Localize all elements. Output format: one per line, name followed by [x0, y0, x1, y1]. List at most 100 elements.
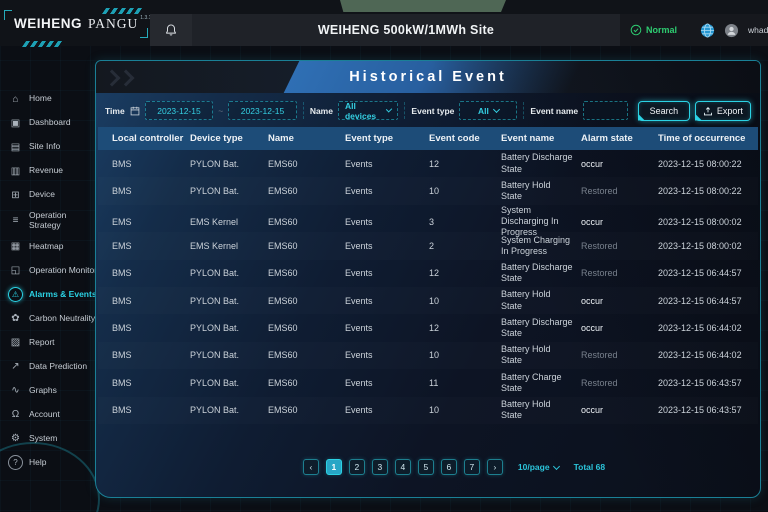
table-cell: Battery Charge State	[501, 371, 562, 393]
table-cell: BMS	[112, 377, 132, 388]
table-row[interactable]: BMS PYLON Bat. EMS60 Events 10 Battery Hold S…	[98, 342, 758, 369]
alarm-state-cell: Restored	[581, 377, 618, 388]
device-select[interactable]: All devices	[337, 101, 399, 121]
table-row[interactable]: BMS PYLON Bat. EMS60 Events 12 Battery Discha…	[98, 260, 758, 287]
alarm-state-cell: Restored	[581, 350, 618, 361]
table-cell: 2023-12-15 06:44:57	[658, 268, 742, 279]
table-cell: PYLON Bat.	[190, 405, 240, 416]
date-to-input[interactable]: 2023-12-15	[228, 101, 297, 120]
table-row[interactable]: BMS PYLON Bat. EMS60 Events 10 Battery Hold S…	[98, 397, 758, 424]
logo: WEIHENG PANGU 1.3.1	[14, 15, 151, 33]
search-button[interactable]: Search	[637, 100, 690, 121]
globe-icon[interactable]	[700, 23, 715, 38]
table-cell: EMS60	[268, 323, 298, 334]
table-cell: PYLON Bat.	[190, 377, 240, 388]
column-header-alarm-state: Alarm state	[581, 133, 633, 144]
sidebar-item-report[interactable]: ▨ Report	[0, 334, 95, 352]
event-type-label: Event type	[411, 105, 455, 116]
sidebar-item-carbon-neutrality[interactable]: ✿ Carbon Neutrality	[0, 310, 95, 328]
date-range-separator: ~	[218, 105, 224, 116]
sidebar-item-system[interactable]: ⚙ System	[0, 430, 95, 448]
event-name-label: Event name	[530, 105, 579, 116]
dashboard-icon: ▣	[10, 117, 21, 129]
event-type-select[interactable]: All	[459, 101, 518, 120]
home-icon: ⌂	[12, 93, 19, 105]
chevron-down-icon	[492, 105, 500, 114]
sidebar-item-site-info[interactable]: ▤ Site Info	[0, 138, 95, 156]
table-row[interactable]: EMS EMS Kernel EMS60 Events 3 System Discharg…	[98, 205, 758, 238]
system-icon: ⚙	[11, 433, 20, 445]
table-cell: EMS60	[268, 240, 298, 251]
prev-page-button[interactable]: ‹	[302, 459, 319, 475]
report-icon: ▨	[10, 337, 21, 349]
sidebar-item-label: Account	[29, 408, 60, 419]
historical-event-panel: Historical Event Time 2023-12-15 ~ 2023-…	[95, 60, 761, 498]
table-cell: 2023-12-15 06:43:57	[658, 405, 742, 416]
page-button-1[interactable]: 1	[325, 459, 342, 475]
table-cell: 2023-12-15 06:44:02	[658, 350, 742, 361]
table-row[interactable]: BMS PYLON Bat. EMS60 Events 12 Battery Discha…	[98, 314, 758, 341]
export-button[interactable]: Export	[694, 100, 751, 121]
table-cell: 2023-12-15 08:00:22	[658, 158, 742, 169]
date-from-input[interactable]: 2023-12-15	[144, 101, 214, 120]
search-button-label: Search	[649, 105, 679, 116]
table-cell: Events	[345, 240, 373, 251]
notifications-button[interactable]	[150, 14, 192, 46]
next-page-button[interactable]: ›	[486, 459, 503, 475]
page-button-3[interactable]: 3	[371, 459, 388, 475]
logo-version: 1.3.1	[140, 15, 152, 21]
sidebar-item-heatmap[interactable]: ▦ Heatmap	[0, 238, 95, 256]
page-size-select[interactable]: 10/page	[518, 462, 560, 472]
sidebar-item-device[interactable]: ⊞ Device	[0, 186, 95, 204]
table-cell: Battery Hold State	[501, 344, 551, 366]
operation-monitor-icon: ◱	[10, 265, 21, 277]
table-cell: Battery Hold State	[501, 179, 551, 202]
event-name-input[interactable]	[583, 101, 628, 120]
sidebar-item-operation-strategy[interactable]: ≡ Operation Strategy	[0, 210, 95, 232]
table-cell: PYLON Bat.	[190, 295, 240, 306]
help-icon: ?	[8, 455, 23, 471]
sidebar-item-help[interactable]: ? Help	[0, 454, 95, 472]
avatar[interactable]	[724, 23, 739, 38]
table-cell: BMS	[112, 405, 132, 416]
sidebar-item-account[interactable]: Ω Account	[0, 406, 95, 424]
page-button-6[interactable]: 6	[440, 459, 457, 475]
sidebar-item-alarms-events[interactable]: ⚠ Alarms & Events	[0, 286, 97, 304]
table-row[interactable]: BMS PYLON Bat. EMS60 Events 10 Battery Hold S…	[98, 177, 758, 204]
sidebar-item-home[interactable]: ⌂ Home	[0, 90, 95, 108]
event-type-select-value: All	[477, 105, 489, 116]
table-cell: Events	[345, 350, 373, 361]
status-badge[interactable]: Normal	[630, 24, 677, 36]
page-button-2[interactable]: 2	[348, 459, 365, 475]
date-to-value: 2023-12-15	[240, 105, 285, 116]
table-cell: BMS	[112, 295, 132, 306]
table-row[interactable]: BMS PYLON Bat. EMS60 Events 10 Battery Hold S…	[98, 287, 758, 314]
sidebar-item-graphs[interactable]: ∿ Graphs	[0, 382, 95, 400]
sidebar: ⌂ Home ▣ Dashboard ▤ Site Info ▥ Revenue ⊞ Device…	[0, 46, 97, 512]
sidebar-item-revenue[interactable]: ▥ Revenue	[0, 162, 95, 180]
table-cell: 12	[429, 268, 440, 279]
table-cell: 10	[429, 405, 440, 416]
page-button-5[interactable]: 5	[417, 459, 434, 475]
sidebar-item-operation-monitor[interactable]: ◱ Operation Monitor	[0, 262, 97, 280]
table-cell: PYLON Bat.	[190, 350, 240, 361]
table-cell: 2023-12-15 08:00:22	[658, 186, 742, 197]
sidebar-item-dashboard[interactable]: ▣ Dashboard	[0, 114, 95, 132]
table-row[interactable]: BMS PYLON Bat. EMS60 Events 11 Battery Charge…	[98, 369, 758, 396]
table-cell: Battery Hold State	[501, 398, 551, 421]
export-button-label: Export	[716, 105, 743, 116]
alarm-state-cell: occur	[581, 216, 604, 227]
page-button-7[interactable]: 7	[463, 459, 480, 475]
sidebar-item-data-prediction[interactable]: ↗ Data Prediction	[0, 358, 95, 376]
column-header-event-code: Event code	[429, 133, 480, 144]
alarm-state-cell: Restored	[581, 268, 618, 279]
column-header-event-name: Event name	[501, 133, 555, 144]
table-cell: PYLON Bat.	[190, 158, 240, 169]
table-cell: EMS60	[268, 350, 298, 361]
table-cell: PYLON Bat.	[190, 186, 240, 197]
sidebar-item-label: Carbon Neutrality	[29, 312, 96, 323]
table-row[interactable]: BMS PYLON Bat. EMS60 Events 12 Battery Discha…	[98, 150, 758, 177]
page-button-4[interactable]: 4	[394, 459, 411, 475]
table-row[interactable]: EMS EMS Kernel EMS60 Events 2 System Charging…	[98, 232, 758, 259]
table-cell: BMS	[112, 186, 132, 197]
